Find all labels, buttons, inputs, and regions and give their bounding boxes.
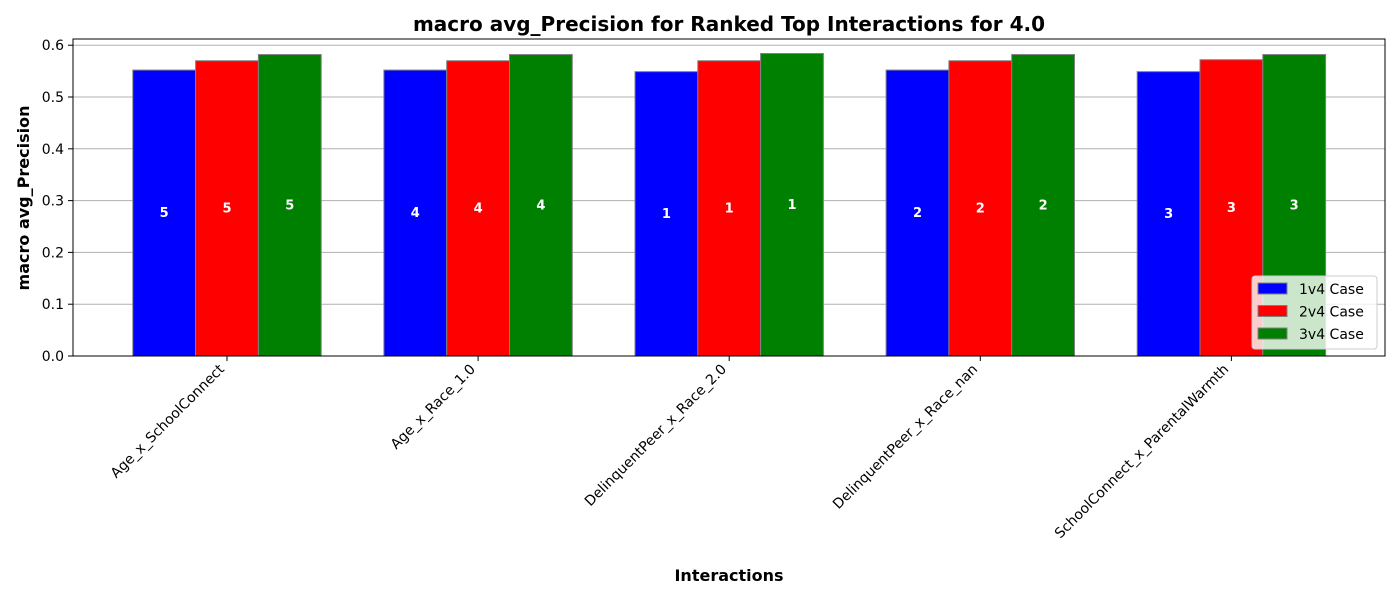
bar: [383, 69, 448, 357]
bar: [697, 60, 762, 357]
bar-label: 2: [1039, 198, 1048, 213]
y-tick-label: 0.0: [42, 349, 64, 365]
bar-label: 3: [1164, 207, 1173, 222]
bar: [257, 54, 322, 357]
bar-label: 4: [474, 201, 483, 216]
legend-label: 2v4 Case: [1299, 305, 1364, 321]
bar-label: 2: [913, 206, 922, 221]
bar: [885, 69, 950, 357]
y-tick-label: 0.2: [42, 245, 64, 261]
bar: [195, 60, 259, 357]
bar: [760, 53, 824, 357]
bar-label: 5: [285, 198, 294, 213]
x-tick-label: Age_x_SchoolConnect: [108, 361, 228, 481]
bar: [1136, 71, 1201, 357]
bar: [509, 54, 573, 357]
legend: 1v4 Case 2v4 Case 3v4 Case: [1251, 275, 1378, 350]
bar-label: 4: [411, 206, 420, 221]
bar-labels: 5 5 5 4 4 4 1 1 1 2 2 2 3 3 3: [160, 198, 1299, 222]
y-tick-label: 0.6: [42, 38, 64, 54]
bar: [1011, 54, 1076, 357]
x-tick-label: Age_x_Race_1.0: [388, 362, 479, 453]
y-tick-label: 0.1: [42, 297, 64, 313]
bar-label: 5: [160, 206, 169, 221]
bar-label: 3: [1227, 201, 1236, 216]
legend-label: 1v4 Case: [1299, 282, 1364, 298]
bar-label: 2: [976, 201, 985, 216]
bar-label: 1: [725, 201, 734, 216]
y-tick-label: 0.3: [42, 194, 64, 210]
bars: [132, 53, 1327, 357]
y-tick-label: 0.4: [42, 142, 64, 158]
legend-swatch: [1257, 327, 1288, 340]
y-axis-label: macro avg_Precision: [14, 106, 33, 291]
x-tick-label: DelinquentPeer_x_Race_nan: [830, 362, 981, 513]
bar-label: 4: [536, 198, 545, 213]
legend-label: 3v4 Case: [1299, 327, 1364, 343]
bar-label: 1: [662, 207, 671, 222]
bar-label: 3: [1290, 198, 1299, 213]
legend-swatch: [1257, 305, 1288, 317]
bar-label: 1: [787, 198, 796, 213]
x-axis: Age_x_SchoolConnect Age_x_Race_1.0 Delinqu…: [108, 356, 1232, 542]
chart-title: macro avg_Precision for Ranked Top Inter…: [413, 12, 1045, 36]
x-axis-label: Interactions: [674, 566, 783, 585]
x-tick-label: SchoolConnect_x_ParentalWarmth: [1052, 362, 1232, 542]
bar: [948, 60, 1013, 357]
legend-swatch: [1257, 282, 1288, 295]
bar: [446, 60, 511, 357]
y-axis: 0.0 0.1 0.2 0.3 0.4 0.5 0.6: [42, 38, 73, 365]
bar-label: 5: [222, 201, 231, 216]
x-tick-label: DelinquentPeer_x_Race_2.0: [582, 362, 730, 510]
y-tick-label: 0.5: [42, 90, 64, 106]
